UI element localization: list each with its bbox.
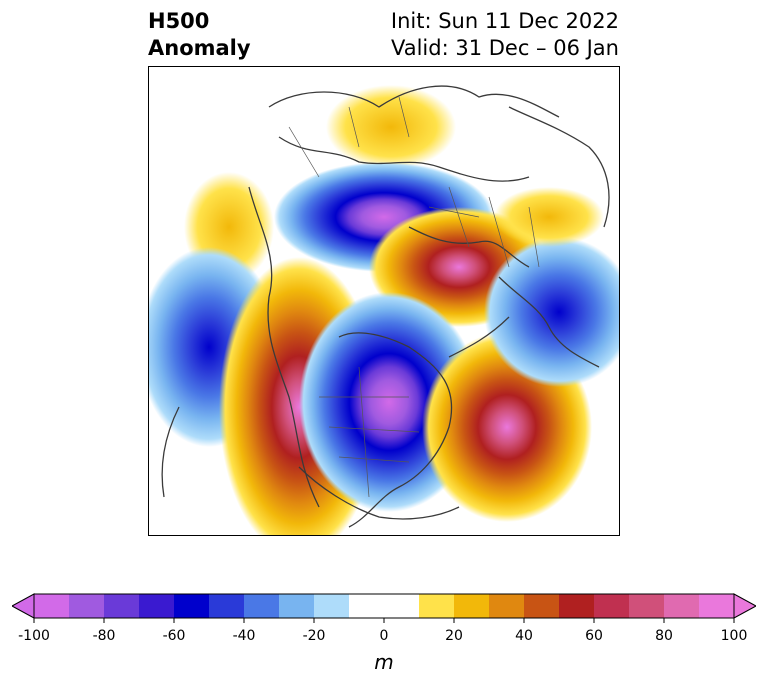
colorbar-bin xyxy=(174,594,210,618)
colorbar-tick-label: 20 xyxy=(445,628,463,644)
colorbar-tick-label: -40 xyxy=(232,628,256,644)
colorbar-tick-label: -60 xyxy=(162,628,186,644)
colorbar-bin xyxy=(559,594,595,618)
coastlines xyxy=(161,85,610,528)
colorbar-tick-label: 40 xyxy=(515,628,533,644)
colorbar-tick-label: 60 xyxy=(585,628,603,644)
title-init-date: Init: Sun 11 Dec 2022 xyxy=(390,9,619,33)
colorbar-bin xyxy=(664,594,700,618)
title-field-type: Anomaly xyxy=(148,36,251,60)
colorbar-bin xyxy=(69,594,105,618)
title-valid-range: Valid: 31 Dec – 06 Jan xyxy=(390,36,619,60)
colorbar-bin xyxy=(279,594,315,618)
colorbar-bin xyxy=(349,594,385,618)
colorbar-bin xyxy=(419,594,455,618)
colorbar-bin xyxy=(34,594,70,618)
colorbar-tick-label: 0 xyxy=(379,628,389,644)
borders xyxy=(288,96,540,498)
anomaly-map-svg xyxy=(149,85,619,535)
anomaly-fields xyxy=(149,85,619,535)
colorbar-tick-label: -80 xyxy=(92,628,116,644)
colorbar-tick-label: -20 xyxy=(302,628,326,644)
title-variable: H500 xyxy=(148,9,210,33)
anomaly-map xyxy=(148,66,620,536)
colorbar-svg xyxy=(10,593,758,623)
ne-weak-ridge xyxy=(494,187,604,247)
colorbar-tick-label: 80 xyxy=(655,628,673,644)
colorbar-tick-label: -100 xyxy=(18,628,50,644)
colorbar-bin xyxy=(209,594,245,618)
colorbar-units: m xyxy=(374,650,394,674)
map-title-right: Init: Sun 11 Dec 2022 Valid: 31 Dec – 06… xyxy=(391,8,619,62)
east-trough xyxy=(484,237,619,387)
colorbar-bin xyxy=(454,594,490,618)
colorbar-bin xyxy=(524,594,560,618)
colorbar-bin xyxy=(104,594,140,618)
colorbar-bin xyxy=(384,594,420,618)
colorbar-bin xyxy=(699,594,735,618)
colorbar-bin xyxy=(489,594,525,618)
colorbar-extend-min xyxy=(10,593,35,619)
colorbar xyxy=(10,592,758,628)
colorbar-extend-max xyxy=(733,593,758,619)
colorbar-bin xyxy=(244,594,280,618)
colorbar-bin xyxy=(629,594,665,618)
colorbar-bin xyxy=(594,594,630,618)
colorbar-bin xyxy=(139,594,175,618)
map-title-left: H500 Anomaly xyxy=(148,8,251,62)
arctic-ridge xyxy=(326,85,456,169)
colorbar-bin xyxy=(314,594,350,618)
colorbar-tick-label: 100 xyxy=(720,628,748,644)
